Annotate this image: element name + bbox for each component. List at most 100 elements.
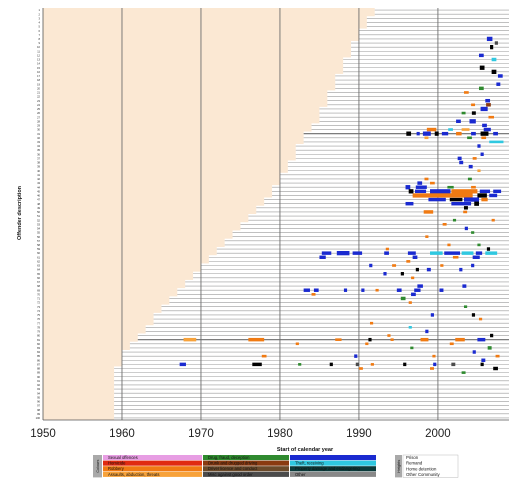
event-bar bbox=[467, 177, 472, 181]
row-label: 60 bbox=[37, 251, 40, 255]
legend-label: Robbery bbox=[108, 466, 125, 471]
event-bar bbox=[303, 288, 310, 292]
event-bar bbox=[425, 329, 429, 334]
event-bar bbox=[480, 362, 484, 367]
row-label: 97 bbox=[37, 404, 40, 408]
x-tick-label: 1960 bbox=[109, 428, 135, 440]
row-label: 96 bbox=[37, 400, 40, 404]
row-label: 74 bbox=[37, 309, 40, 313]
row-label: 75 bbox=[37, 313, 40, 317]
legend-label: Theft, receiving bbox=[295, 461, 324, 466]
row-label: 20 bbox=[37, 86, 40, 90]
row-label: 23 bbox=[37, 99, 40, 103]
event-bar bbox=[486, 103, 491, 107]
row-label: 58 bbox=[37, 243, 40, 247]
event-bar bbox=[463, 206, 468, 210]
event-bar bbox=[491, 69, 497, 75]
row-label: 45 bbox=[37, 189, 40, 193]
row-label: 35 bbox=[37, 148, 40, 152]
event-bar bbox=[487, 346, 492, 350]
row-label: 27 bbox=[37, 115, 40, 119]
event-bar bbox=[478, 53, 484, 58]
row-label: 50 bbox=[37, 210, 40, 214]
event-bar bbox=[430, 251, 443, 255]
event-bar bbox=[352, 251, 363, 255]
row-label: 81 bbox=[37, 338, 40, 342]
event-bar bbox=[455, 337, 465, 342]
event-bar bbox=[400, 272, 404, 276]
event-bar bbox=[355, 362, 359, 367]
row-label: 7 bbox=[39, 33, 41, 37]
event-bar bbox=[471, 131, 476, 136]
event-bar bbox=[400, 296, 406, 301]
event-bar bbox=[468, 164, 473, 169]
row-label: 77 bbox=[37, 321, 40, 325]
row-label: 38 bbox=[37, 161, 40, 165]
row-label: 62 bbox=[37, 259, 40, 263]
row-label: 52 bbox=[37, 218, 40, 222]
y-axis-title: Offender description bbox=[17, 185, 23, 240]
row-label: 98 bbox=[37, 408, 40, 412]
event-bar bbox=[448, 128, 453, 131]
event-bar bbox=[408, 189, 414, 194]
event-bar bbox=[486, 36, 493, 42]
event-bar bbox=[452, 255, 459, 259]
row-label: 85 bbox=[37, 354, 40, 358]
event-bar bbox=[313, 288, 319, 292]
event-bar bbox=[471, 231, 475, 234]
event-bar bbox=[462, 284, 467, 288]
event-bar bbox=[481, 197, 488, 202]
event-bar bbox=[481, 358, 486, 362]
legend-label: Home detention bbox=[406, 466, 437, 471]
row-label: 83 bbox=[37, 346, 40, 350]
event-bar bbox=[490, 333, 494, 338]
event-bar bbox=[370, 363, 374, 366]
event-bar bbox=[471, 263, 475, 268]
event-bar bbox=[432, 354, 436, 358]
legend-label: Assaults, abduction, threats bbox=[108, 472, 159, 477]
event-bar bbox=[493, 189, 502, 194]
event-bar bbox=[403, 362, 407, 367]
row-label: 53 bbox=[37, 222, 40, 226]
row-label: 22 bbox=[37, 95, 40, 99]
legend-label: Drug, fraud, deception bbox=[208, 455, 250, 460]
row-label: 51 bbox=[37, 214, 40, 218]
legend-label: Other bbox=[295, 472, 306, 477]
event-bar bbox=[451, 362, 456, 367]
event-bar bbox=[472, 157, 477, 160]
event-bar bbox=[406, 131, 412, 136]
row-label: 41 bbox=[37, 173, 40, 177]
x-tick-label: 1980 bbox=[267, 428, 293, 440]
row-label: 64 bbox=[37, 268, 40, 272]
event-bar bbox=[423, 210, 434, 214]
event-bar bbox=[387, 334, 391, 337]
legend-swatch bbox=[290, 466, 376, 472]
event-bar bbox=[449, 342, 454, 346]
event-bar bbox=[369, 263, 373, 268]
legend-title-band bbox=[395, 455, 402, 478]
event-bar bbox=[456, 119, 461, 124]
event-bar bbox=[335, 338, 342, 341]
event-bar bbox=[384, 251, 389, 255]
row-label: 9 bbox=[39, 41, 41, 45]
event-bar bbox=[396, 288, 402, 292]
row-label: 49 bbox=[37, 206, 40, 210]
offence-events bbox=[179, 36, 504, 374]
row-label: 94 bbox=[37, 391, 40, 395]
event-bar bbox=[493, 131, 498, 136]
row-label: 95 bbox=[37, 395, 40, 399]
event-bar bbox=[354, 354, 358, 358]
x-axis-title: Start of calendar year bbox=[277, 447, 334, 453]
row-label: 84 bbox=[37, 350, 40, 354]
event-bar bbox=[412, 255, 418, 259]
event-bar bbox=[482, 123, 487, 128]
row-label: 28 bbox=[37, 119, 40, 123]
event-bar bbox=[494, 41, 498, 45]
event-bar bbox=[369, 321, 374, 325]
row-label: 86 bbox=[37, 358, 40, 362]
event-bar bbox=[414, 288, 421, 292]
event-bar bbox=[491, 218, 495, 222]
event-bar bbox=[479, 65, 485, 70]
row-label: 90 bbox=[37, 375, 40, 379]
legend-title-band bbox=[93, 455, 102, 478]
